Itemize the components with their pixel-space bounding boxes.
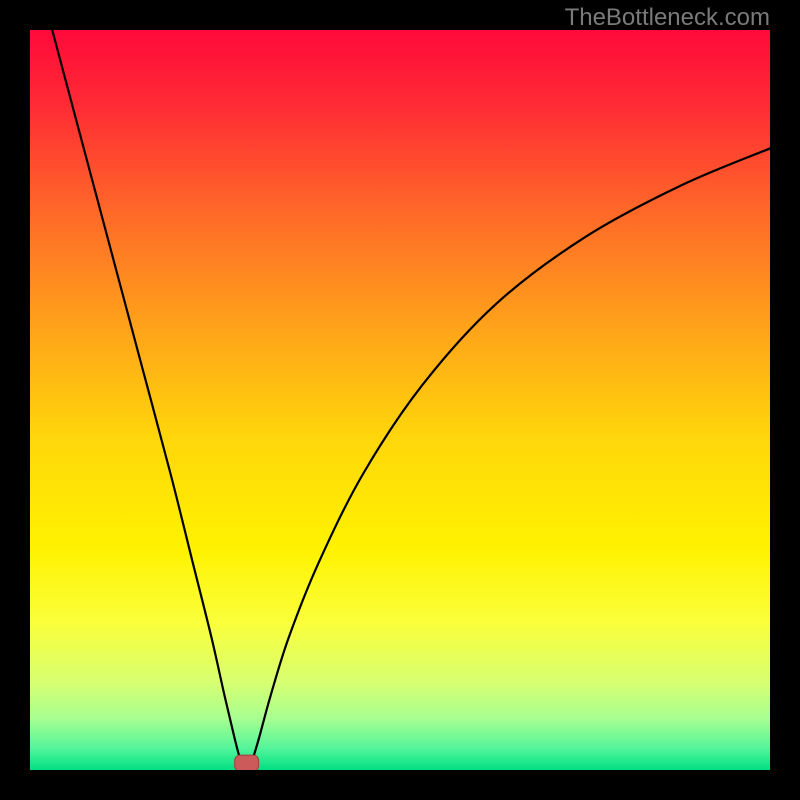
chart-stage: TheBottleneck.com (0, 0, 800, 800)
plot-area (30, 30, 770, 770)
curve-left-branch (52, 30, 243, 767)
curve-right-branch (251, 148, 770, 767)
watermark-text: TheBottleneck.com (565, 4, 770, 32)
curve-layer (30, 30, 770, 770)
cusp-marker (234, 755, 260, 770)
